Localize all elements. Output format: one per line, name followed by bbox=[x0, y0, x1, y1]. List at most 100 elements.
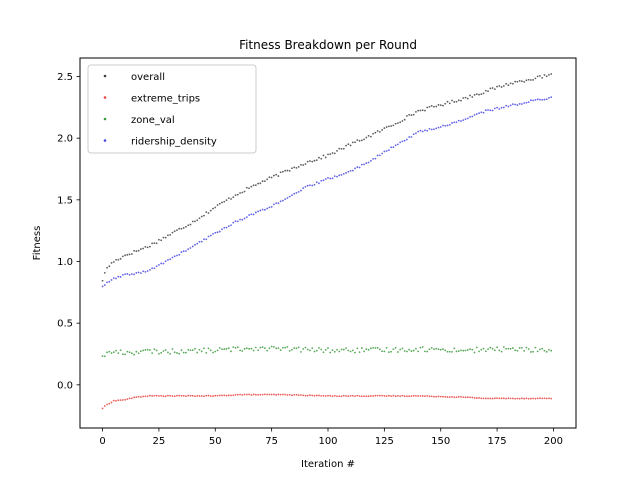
data-point bbox=[306, 348, 309, 351]
data-point bbox=[331, 395, 334, 398]
data-point bbox=[381, 129, 384, 131]
data-point bbox=[502, 346, 505, 348]
data-point bbox=[180, 395, 183, 397]
y-tick-label: 1.5 bbox=[57, 195, 73, 206]
data-point bbox=[115, 258, 117, 261]
data-point bbox=[523, 350, 526, 352]
data-point bbox=[302, 187, 305, 189]
data-point bbox=[502, 85, 505, 87]
data-point bbox=[173, 230, 176, 233]
data-point bbox=[315, 349, 318, 352]
data-point bbox=[101, 279, 104, 282]
data-point bbox=[110, 262, 113, 264]
data-point bbox=[439, 126, 442, 128]
x-tick-label: 100 bbox=[318, 436, 337, 447]
data-point bbox=[340, 395, 343, 398]
data-point bbox=[158, 395, 160, 397]
data-point bbox=[259, 182, 262, 185]
data-point bbox=[112, 261, 115, 263]
data-point bbox=[200, 215, 203, 218]
data-point bbox=[525, 346, 528, 349]
data-point bbox=[304, 394, 307, 397]
data-point bbox=[115, 349, 117, 352]
data-point bbox=[523, 81, 526, 83]
data-point bbox=[103, 271, 106, 274]
data-point bbox=[234, 194, 237, 197]
data-point bbox=[360, 395, 363, 398]
data-point bbox=[270, 393, 273, 396]
data-point bbox=[128, 253, 131, 256]
data-point bbox=[241, 218, 244, 221]
data-point bbox=[462, 97, 465, 99]
data-point bbox=[543, 74, 546, 76]
data-point bbox=[304, 185, 307, 188]
data-point bbox=[266, 349, 269, 352]
data-point bbox=[487, 90, 489, 93]
data-point bbox=[536, 397, 539, 400]
data-point bbox=[282, 170, 284, 173]
data-point bbox=[291, 394, 293, 397]
data-point bbox=[387, 149, 390, 152]
data-point bbox=[408, 395, 411, 398]
data-point bbox=[270, 205, 273, 208]
data-point bbox=[212, 232, 214, 235]
data-point bbox=[284, 393, 287, 396]
data-point bbox=[520, 80, 523, 83]
data-point bbox=[399, 121, 402, 124]
legend-box bbox=[87, 64, 257, 154]
data-point bbox=[448, 123, 451, 126]
data-point bbox=[277, 175, 280, 177]
data-point bbox=[209, 349, 212, 352]
data-point bbox=[367, 134, 370, 137]
data-point bbox=[399, 395, 402, 397]
data-point bbox=[144, 271, 147, 273]
data-point bbox=[446, 350, 449, 353]
data-point bbox=[216, 204, 219, 206]
data-point bbox=[444, 124, 447, 127]
data-point bbox=[464, 396, 467, 399]
data-point bbox=[356, 394, 359, 397]
data-point bbox=[475, 93, 478, 96]
data-point bbox=[507, 347, 510, 350]
data-point bbox=[439, 395, 442, 398]
data-point bbox=[257, 349, 260, 352]
data-point bbox=[318, 156, 320, 159]
data-point bbox=[164, 236, 167, 239]
data-point bbox=[496, 346, 498, 349]
data-point bbox=[230, 224, 232, 227]
data-point bbox=[248, 187, 250, 190]
data-point bbox=[194, 395, 196, 398]
data-point bbox=[216, 394, 219, 397]
data-point bbox=[401, 120, 404, 122]
data-point bbox=[293, 166, 296, 169]
data-point bbox=[500, 397, 503, 400]
data-point bbox=[444, 395, 447, 398]
data-point bbox=[275, 347, 278, 350]
data-point bbox=[128, 274, 131, 276]
data-point bbox=[369, 135, 372, 138]
data-point bbox=[433, 348, 435, 350]
data-point bbox=[144, 349, 147, 351]
data-point bbox=[491, 397, 494, 400]
data-point bbox=[349, 144, 352, 147]
data-point bbox=[367, 161, 370, 164]
data-point bbox=[511, 82, 514, 85]
data-point bbox=[347, 395, 350, 398]
data-point bbox=[128, 351, 131, 354]
data-point bbox=[482, 347, 485, 350]
data-point bbox=[372, 158, 374, 160]
data-point bbox=[451, 395, 453, 398]
data-point bbox=[245, 393, 248, 396]
data-point bbox=[282, 346, 284, 349]
data-point bbox=[387, 394, 390, 397]
data-point bbox=[227, 225, 230, 228]
data-point bbox=[148, 349, 151, 351]
data-point bbox=[417, 350, 420, 353]
legend-label: overall bbox=[131, 72, 165, 83]
data-point bbox=[200, 240, 203, 243]
data-point bbox=[462, 119, 465, 122]
data-point bbox=[295, 191, 298, 194]
data-point bbox=[252, 184, 255, 187]
data-point bbox=[548, 73, 550, 76]
data-point bbox=[261, 393, 264, 396]
